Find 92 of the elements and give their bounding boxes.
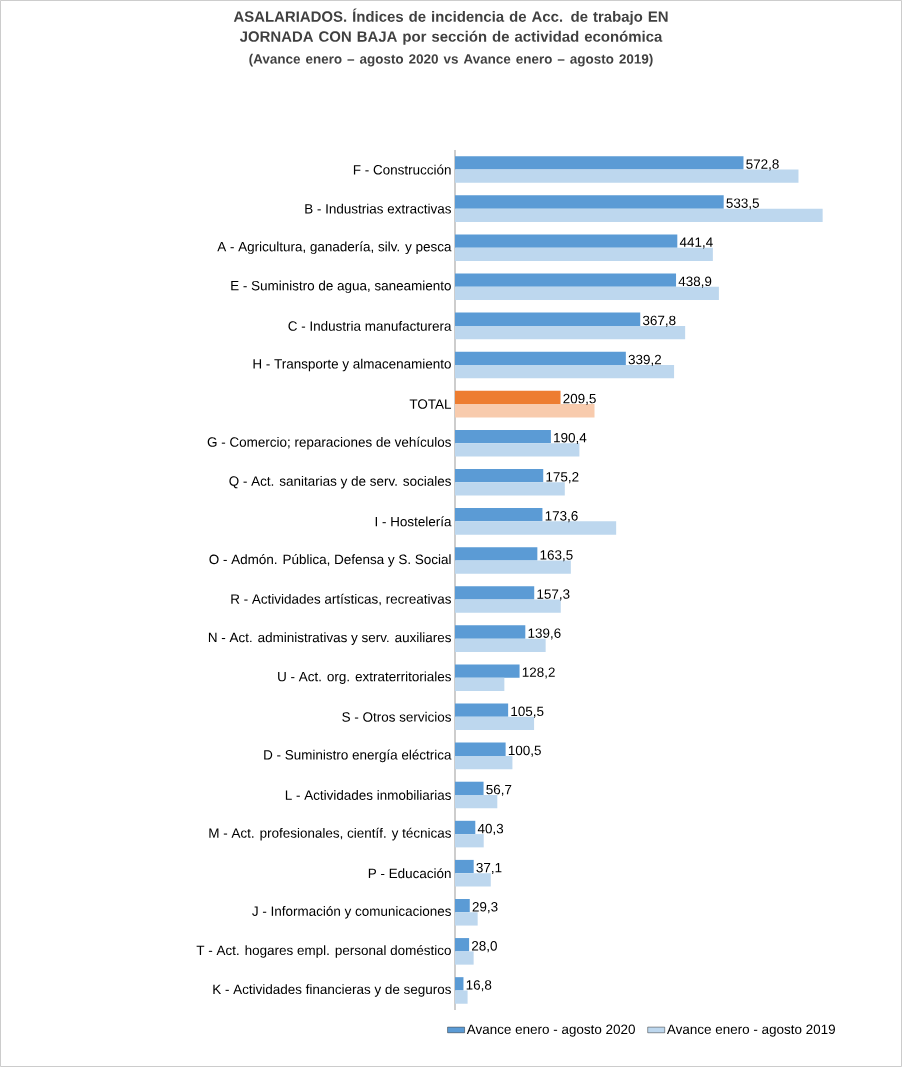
bar — [455, 716, 535, 731]
y-tick-label: C - Industria manufacturera — [288, 320, 452, 331]
bar — [455, 625, 526, 639]
bar — [455, 820, 476, 835]
y-tick-label: B - Industrias extractivas — [305, 203, 451, 214]
bar — [455, 795, 498, 809]
data-label: 367,8 — [642, 315, 676, 327]
legend-label: Avance enero - agosto 2019 — [666, 1024, 835, 1037]
data-label: 438,9 — [678, 276, 712, 288]
bar — [455, 938, 470, 952]
y-tick-label: Q - Act. sanitarias y de serv. sociales — [229, 475, 451, 489]
data-label: 190,4 — [554, 432, 587, 445]
data-label: 100,5 — [508, 745, 541, 757]
bar — [455, 429, 551, 444]
data-label: 157,3 — [537, 589, 570, 601]
data-label: 128,2 — [522, 667, 555, 679]
y-tick-label: L - Actividades inmobiliarias — [285, 790, 451, 800]
bar — [455, 977, 464, 991]
bar — [455, 781, 484, 795]
y-tick-label: I - Hostelería — [375, 516, 452, 527]
chart-title: ASALARIADOS. Índices de incidencia de Acc. de trabajo EN JORNADA CON BAJA por sección de actividad económica — [233, 8, 668, 45]
data-label: 339,2 — [628, 354, 662, 366]
bar — [455, 169, 799, 183]
data-label: 209,5 — [563, 393, 596, 405]
data-label: 28,0 — [471, 941, 497, 953]
data-label: 105,5 — [511, 706, 544, 718]
data-label: 163,5 — [540, 550, 573, 562]
data-label: 441,4 — [679, 237, 713, 249]
bar — [455, 390, 561, 405]
y-tick-label: T - Act. hogares empl. personal doméstico — [196, 945, 451, 958]
y-tick-label: A - Agricultura, ganadería, silv. y pesca — [217, 241, 452, 255]
bar — [455, 560, 571, 574]
data-label: 175,2 — [546, 472, 579, 484]
bar — [455, 508, 543, 522]
bar — [455, 234, 678, 248]
bar — [455, 325, 686, 340]
y-tick-label: M - Act. profesionales, científ. y técnicas — [209, 827, 451, 841]
bar — [455, 898, 470, 913]
bar — [455, 351, 626, 365]
data-label: 29,3 — [472, 902, 498, 914]
y-tick-label: P - Educación — [368, 868, 451, 879]
bar — [455, 468, 544, 483]
bar — [455, 364, 675, 379]
bar — [455, 247, 713, 262]
y-tick-label: J - Información y comunicaciones — [252, 905, 451, 919]
bar — [455, 990, 468, 1004]
data-label: 16,8 — [466, 980, 492, 992]
y-tick-label: H - Transporte y almacenamiento — [253, 358, 451, 372]
y-tick-label: O - Admón. Pública, Defensa y S. Social — [209, 554, 451, 567]
bar — [455, 482, 565, 496]
bar — [455, 755, 513, 770]
y-tick-label: R - Actividades artísticas, recreativas — [231, 593, 451, 606]
bar — [455, 521, 617, 535]
bar — [455, 873, 491, 887]
data-label: 56,7 — [486, 784, 512, 796]
bar — [455, 638, 546, 652]
bar — [455, 586, 535, 600]
bar — [455, 286, 719, 301]
y-tick-label: N - Act. administrativas y serv. auxiliares — [208, 632, 451, 645]
bar — [455, 664, 520, 678]
y-tick-label: S - Otros servicios — [342, 711, 451, 722]
legend-label: Avance enero - agosto 2020 — [466, 1024, 635, 1037]
bar — [455, 208, 823, 222]
y-tick-label: G - Comercio; reparaciones de vehículos — [207, 436, 451, 450]
bar — [455, 951, 474, 965]
data-label: 139,6 — [528, 628, 561, 640]
bar — [455, 547, 538, 561]
data-label: 40,3 — [477, 823, 504, 835]
bar — [455, 834, 484, 848]
bar — [455, 703, 509, 717]
chart-subtitle: (Avance enero – agosto 2020 vs Avance enero – agosto 2019) — [249, 53, 653, 67]
y-tick-label: U - Act. org. extraterritoriales — [278, 671, 451, 684]
y-tick-label: E - Suministro de agua, saneamiento — [231, 280, 451, 294]
data-label: 37,1 — [476, 862, 502, 875]
bar — [455, 312, 641, 326]
bar — [455, 859, 474, 874]
data-label: 572,8 — [746, 159, 779, 171]
data-label: 173,6 — [545, 511, 578, 523]
y-tick-label: F - Construcción — [353, 164, 451, 175]
bar — [455, 404, 595, 418]
y-tick-label: TOTAL — [409, 399, 452, 409]
y-tick-label: K - Actividades financieras y de seguros — [213, 984, 451, 997]
bar — [455, 599, 561, 613]
y-tick-label: D - Suministro energía eléctrica — [264, 749, 452, 763]
bar — [455, 443, 580, 457]
bar — [455, 912, 478, 926]
bar — [455, 156, 744, 170]
bar — [455, 273, 677, 287]
data-label: 533,5 — [726, 198, 759, 210]
bar — [455, 195, 724, 209]
bar — [455, 742, 506, 756]
bar — [455, 677, 505, 692]
